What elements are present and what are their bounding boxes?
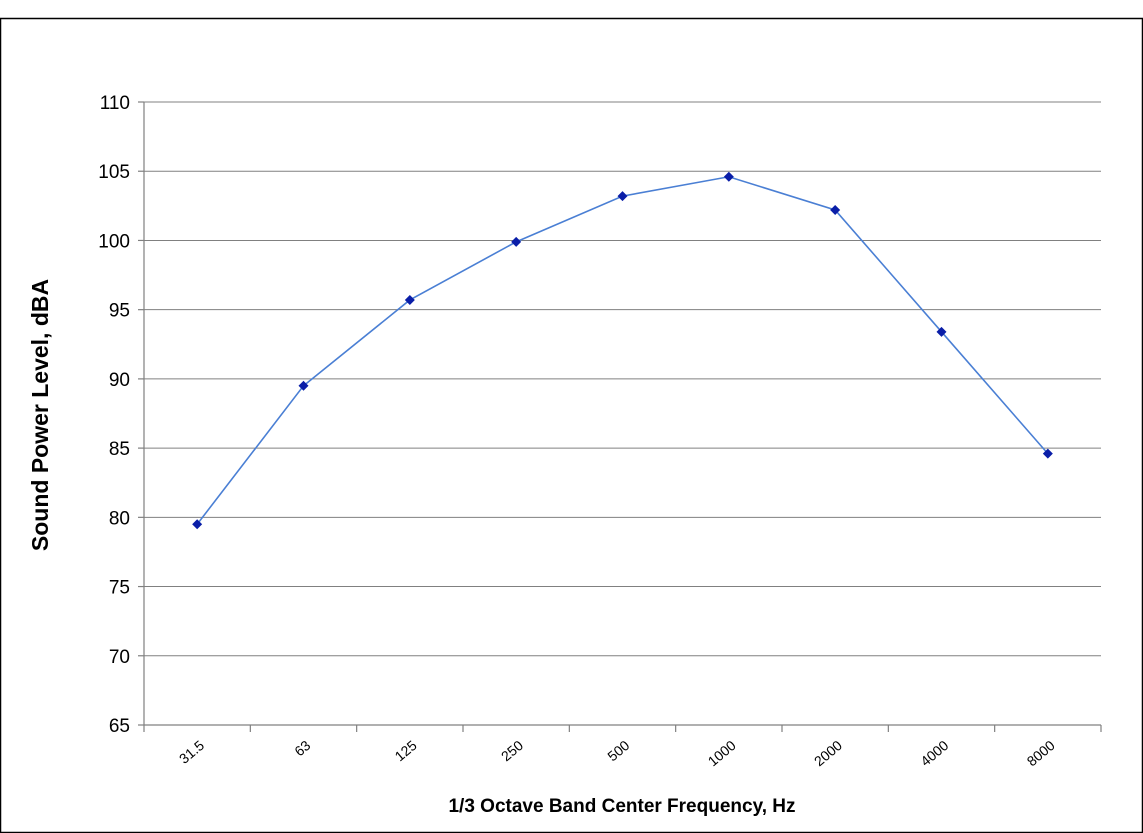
axes bbox=[138, 101, 1102, 732]
data-point bbox=[1042, 448, 1053, 459]
y-tick-label: 90 bbox=[109, 370, 130, 391]
y-tick-label: 70 bbox=[109, 647, 130, 668]
data-point bbox=[298, 380, 309, 391]
y-tick-label: 110 bbox=[100, 93, 130, 114]
data-point bbox=[192, 519, 203, 530]
y-tick-label: 85 bbox=[109, 439, 130, 460]
y-tick-label: 100 bbox=[98, 231, 130, 252]
data-point bbox=[617, 191, 628, 202]
data-point bbox=[830, 204, 841, 215]
data-point bbox=[404, 294, 415, 305]
y-tick-label: 95 bbox=[109, 301, 130, 322]
figure-border bbox=[0, 17, 1143, 833]
gridlines bbox=[144, 101, 1101, 657]
y-tick-label: 65 bbox=[109, 716, 130, 737]
data-point bbox=[511, 236, 522, 247]
x-axis-title: 1/3 Octave Band Center Frequency, Hz bbox=[448, 796, 795, 817]
y-tick-label: 80 bbox=[109, 508, 130, 529]
data-point bbox=[723, 171, 734, 182]
y-tick-label: 75 bbox=[109, 578, 130, 599]
data-point bbox=[936, 326, 947, 337]
y-tick-label: 105 bbox=[98, 162, 130, 183]
series-group bbox=[192, 171, 1053, 530]
y-tick-labels: 65 70 75 80 85 90 95 100 105 110 bbox=[98, 93, 130, 737]
y-axis-title: Sound Power Level, dBA bbox=[27, 279, 53, 551]
